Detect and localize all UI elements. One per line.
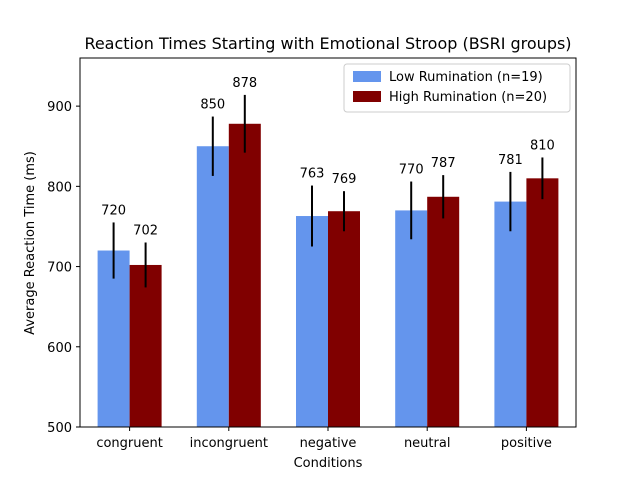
x-tick-label: incongruent bbox=[190, 436, 268, 451]
bar-value-label: 763 bbox=[300, 167, 325, 182]
bar-low-negative bbox=[296, 216, 328, 427]
bar-high-congruent bbox=[129, 264, 162, 427]
bar-low-neutral bbox=[395, 210, 428, 427]
bar-value-label: 810 bbox=[530, 138, 555, 153]
x-tick-label: neutral bbox=[404, 436, 451, 451]
legend-entry: Low Rumination (n=19) bbox=[389, 70, 543, 85]
bar-value-label: 769 bbox=[332, 172, 357, 187]
bar-high-negative bbox=[328, 211, 360, 427]
bar-value-label: 878 bbox=[232, 76, 257, 91]
x-tick-label: positive bbox=[501, 436, 552, 451]
x-tick-label: congruent bbox=[96, 436, 163, 451]
y-tick-label: 600 bbox=[47, 341, 72, 356]
bar-value-label: 720 bbox=[101, 203, 126, 218]
y-tick-label: 900 bbox=[47, 100, 72, 115]
bar-value-label: 770 bbox=[399, 163, 424, 178]
legend-swatch bbox=[353, 91, 381, 102]
bar-low-positive bbox=[494, 201, 527, 427]
bar-high-positive bbox=[526, 178, 559, 427]
y-tick-label: 500 bbox=[47, 421, 72, 436]
legend-box bbox=[343, 63, 571, 113]
bar-value-label: 850 bbox=[200, 98, 225, 113]
bar-value-label: 702 bbox=[133, 224, 158, 239]
x-axis-label: Conditions bbox=[294, 456, 363, 471]
y-axis-label: Average Reaction Time (ms) bbox=[23, 151, 38, 335]
legend: Low Rumination (n=19) High Rumination (n=… bbox=[343, 63, 571, 113]
chart-title: Reaction Times Starting with Emotional S… bbox=[84, 34, 571, 53]
plot-area: 720 850 763 770 781 702 878 769 787 810 bbox=[79, 57, 577, 428]
x-tick-label: negative bbox=[300, 436, 357, 451]
y-tick-label: 800 bbox=[47, 180, 72, 195]
bar-high-incongruent bbox=[228, 123, 261, 427]
y-axis: 500 600 700 800 900 bbox=[47, 100, 80, 436]
x-axis: congruent incongruent negative neutral posit… bbox=[96, 427, 552, 451]
legend-entry: High Rumination (n=20) bbox=[389, 90, 547, 105]
bar-low-congruent bbox=[97, 250, 130, 427]
bar-value-label: 781 bbox=[498, 153, 523, 168]
bar-low-incongruent bbox=[196, 146, 229, 427]
bar-high-neutral bbox=[427, 196, 460, 427]
y-tick-label: 700 bbox=[47, 261, 72, 276]
legend-swatch bbox=[353, 71, 381, 82]
bar-value-label: 787 bbox=[431, 156, 456, 171]
